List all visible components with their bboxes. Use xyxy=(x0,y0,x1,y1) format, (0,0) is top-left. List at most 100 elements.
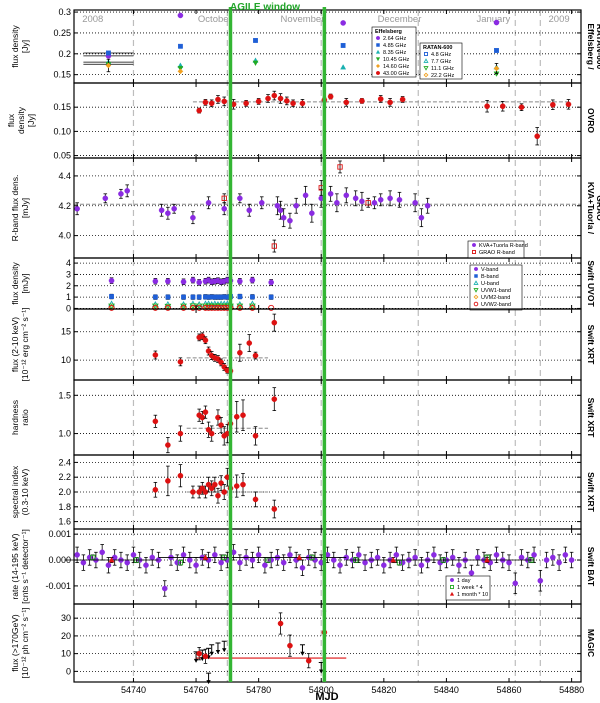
data-point xyxy=(177,559,184,566)
y-axis-label: [mJy] xyxy=(20,198,30,218)
data-point xyxy=(412,199,418,206)
data-point xyxy=(149,554,156,561)
data-point xyxy=(274,202,281,209)
data-point xyxy=(196,107,202,114)
y-tick-label: 1 xyxy=(66,292,71,302)
data-point xyxy=(271,506,278,512)
data-point xyxy=(196,489,202,495)
data-point xyxy=(252,496,259,503)
data-point xyxy=(190,489,196,495)
data-point xyxy=(355,552,362,558)
data-point xyxy=(205,348,212,354)
data-point xyxy=(468,570,475,576)
data-point xyxy=(158,207,165,214)
data-point xyxy=(330,557,337,563)
data-point xyxy=(202,337,209,344)
legend-entry: 14.60 GHz xyxy=(383,64,410,70)
y-axis-label: [cnts s⁻¹ detector⁻¹] xyxy=(20,529,30,604)
y-tick-label: 0.001 xyxy=(48,529,71,539)
legend-marker xyxy=(375,63,381,69)
data-point xyxy=(399,96,406,103)
legend-marker xyxy=(375,49,381,54)
data-point xyxy=(396,196,403,203)
data-point xyxy=(249,277,256,283)
data-point xyxy=(493,65,500,72)
y-tick-label: 0.3 xyxy=(58,7,71,17)
upper-limit-arrowhead xyxy=(300,651,305,656)
data-point xyxy=(299,100,306,107)
data-point xyxy=(359,98,365,104)
x-axis-label: MJD xyxy=(315,691,338,703)
y-axis-label: [10⁻¹² ph cm⁻² s⁻¹] xyxy=(20,607,30,678)
data-point xyxy=(177,68,184,75)
legend-box xyxy=(469,264,523,311)
data-point xyxy=(237,195,243,202)
data-point xyxy=(537,577,544,584)
agile-window-label: AGILE window xyxy=(230,2,300,13)
legend-entry: 1 day xyxy=(457,578,471,584)
panel-frame xyxy=(73,603,582,683)
instrument-label: Swift BAT xyxy=(586,547,596,587)
data-point xyxy=(518,554,525,561)
data-point xyxy=(221,304,228,311)
data-point xyxy=(337,562,343,569)
legend-entry: GRAO R-band xyxy=(479,250,515,256)
data-point xyxy=(161,585,168,592)
data-point xyxy=(518,104,525,110)
data-point xyxy=(193,562,199,569)
data-point xyxy=(152,278,159,285)
legend-marker xyxy=(474,267,479,272)
data-point xyxy=(287,552,293,558)
data-point xyxy=(237,294,243,299)
y-axis-label: [Jy] xyxy=(20,40,30,53)
data-point xyxy=(74,205,80,212)
data-point xyxy=(196,304,203,311)
y-tick-label: 0.10 xyxy=(53,126,71,136)
y-tick-label: 0.15 xyxy=(53,70,71,80)
instrument-label: KVA+Tuorla / xyxy=(586,182,596,235)
y-tick-label: 4 xyxy=(66,258,71,268)
data-point xyxy=(199,485,206,492)
y-tick-label: 0.25 xyxy=(53,28,71,38)
data-point xyxy=(221,195,227,201)
data-point xyxy=(189,304,196,311)
data-point xyxy=(196,279,202,286)
instrument-label: Swift XRT xyxy=(586,398,596,438)
legend-entry: 4.8 GHz xyxy=(431,52,451,58)
data-point xyxy=(387,99,393,106)
y-tick-label: 0.000 xyxy=(48,555,71,565)
legend-title: Effelsberg xyxy=(375,29,402,35)
data-point xyxy=(214,304,222,311)
data-point xyxy=(277,95,284,102)
month-label: October xyxy=(198,14,232,25)
data-point xyxy=(302,192,309,199)
data-point xyxy=(327,191,334,197)
y-tick-label: 20 xyxy=(61,631,71,641)
y-tick-label: 10 xyxy=(61,355,71,365)
data-point xyxy=(418,562,425,569)
upper-limit-arrowhead xyxy=(193,658,199,663)
data-point xyxy=(152,304,159,311)
y-tick-label: 4.0 xyxy=(58,231,71,241)
legend-entry: B-band xyxy=(481,274,499,280)
data-point xyxy=(165,210,171,217)
data-point xyxy=(202,99,209,106)
data-point xyxy=(343,192,350,199)
data-point xyxy=(543,557,550,563)
x-tick-label: 54820 xyxy=(371,685,396,695)
data-point xyxy=(218,480,224,486)
data-point xyxy=(108,304,115,311)
y-tick-label: 1.0 xyxy=(58,429,71,439)
legend-entry: V-band xyxy=(481,267,498,273)
data-layer xyxy=(64,12,581,685)
data-point xyxy=(208,100,215,107)
panel-index xyxy=(152,464,278,519)
data-point xyxy=(412,554,418,561)
data-point xyxy=(293,202,300,209)
data-point xyxy=(255,552,262,558)
data-point xyxy=(240,481,246,488)
y-axis-label: ratio xyxy=(20,409,30,426)
data-point xyxy=(218,559,224,566)
